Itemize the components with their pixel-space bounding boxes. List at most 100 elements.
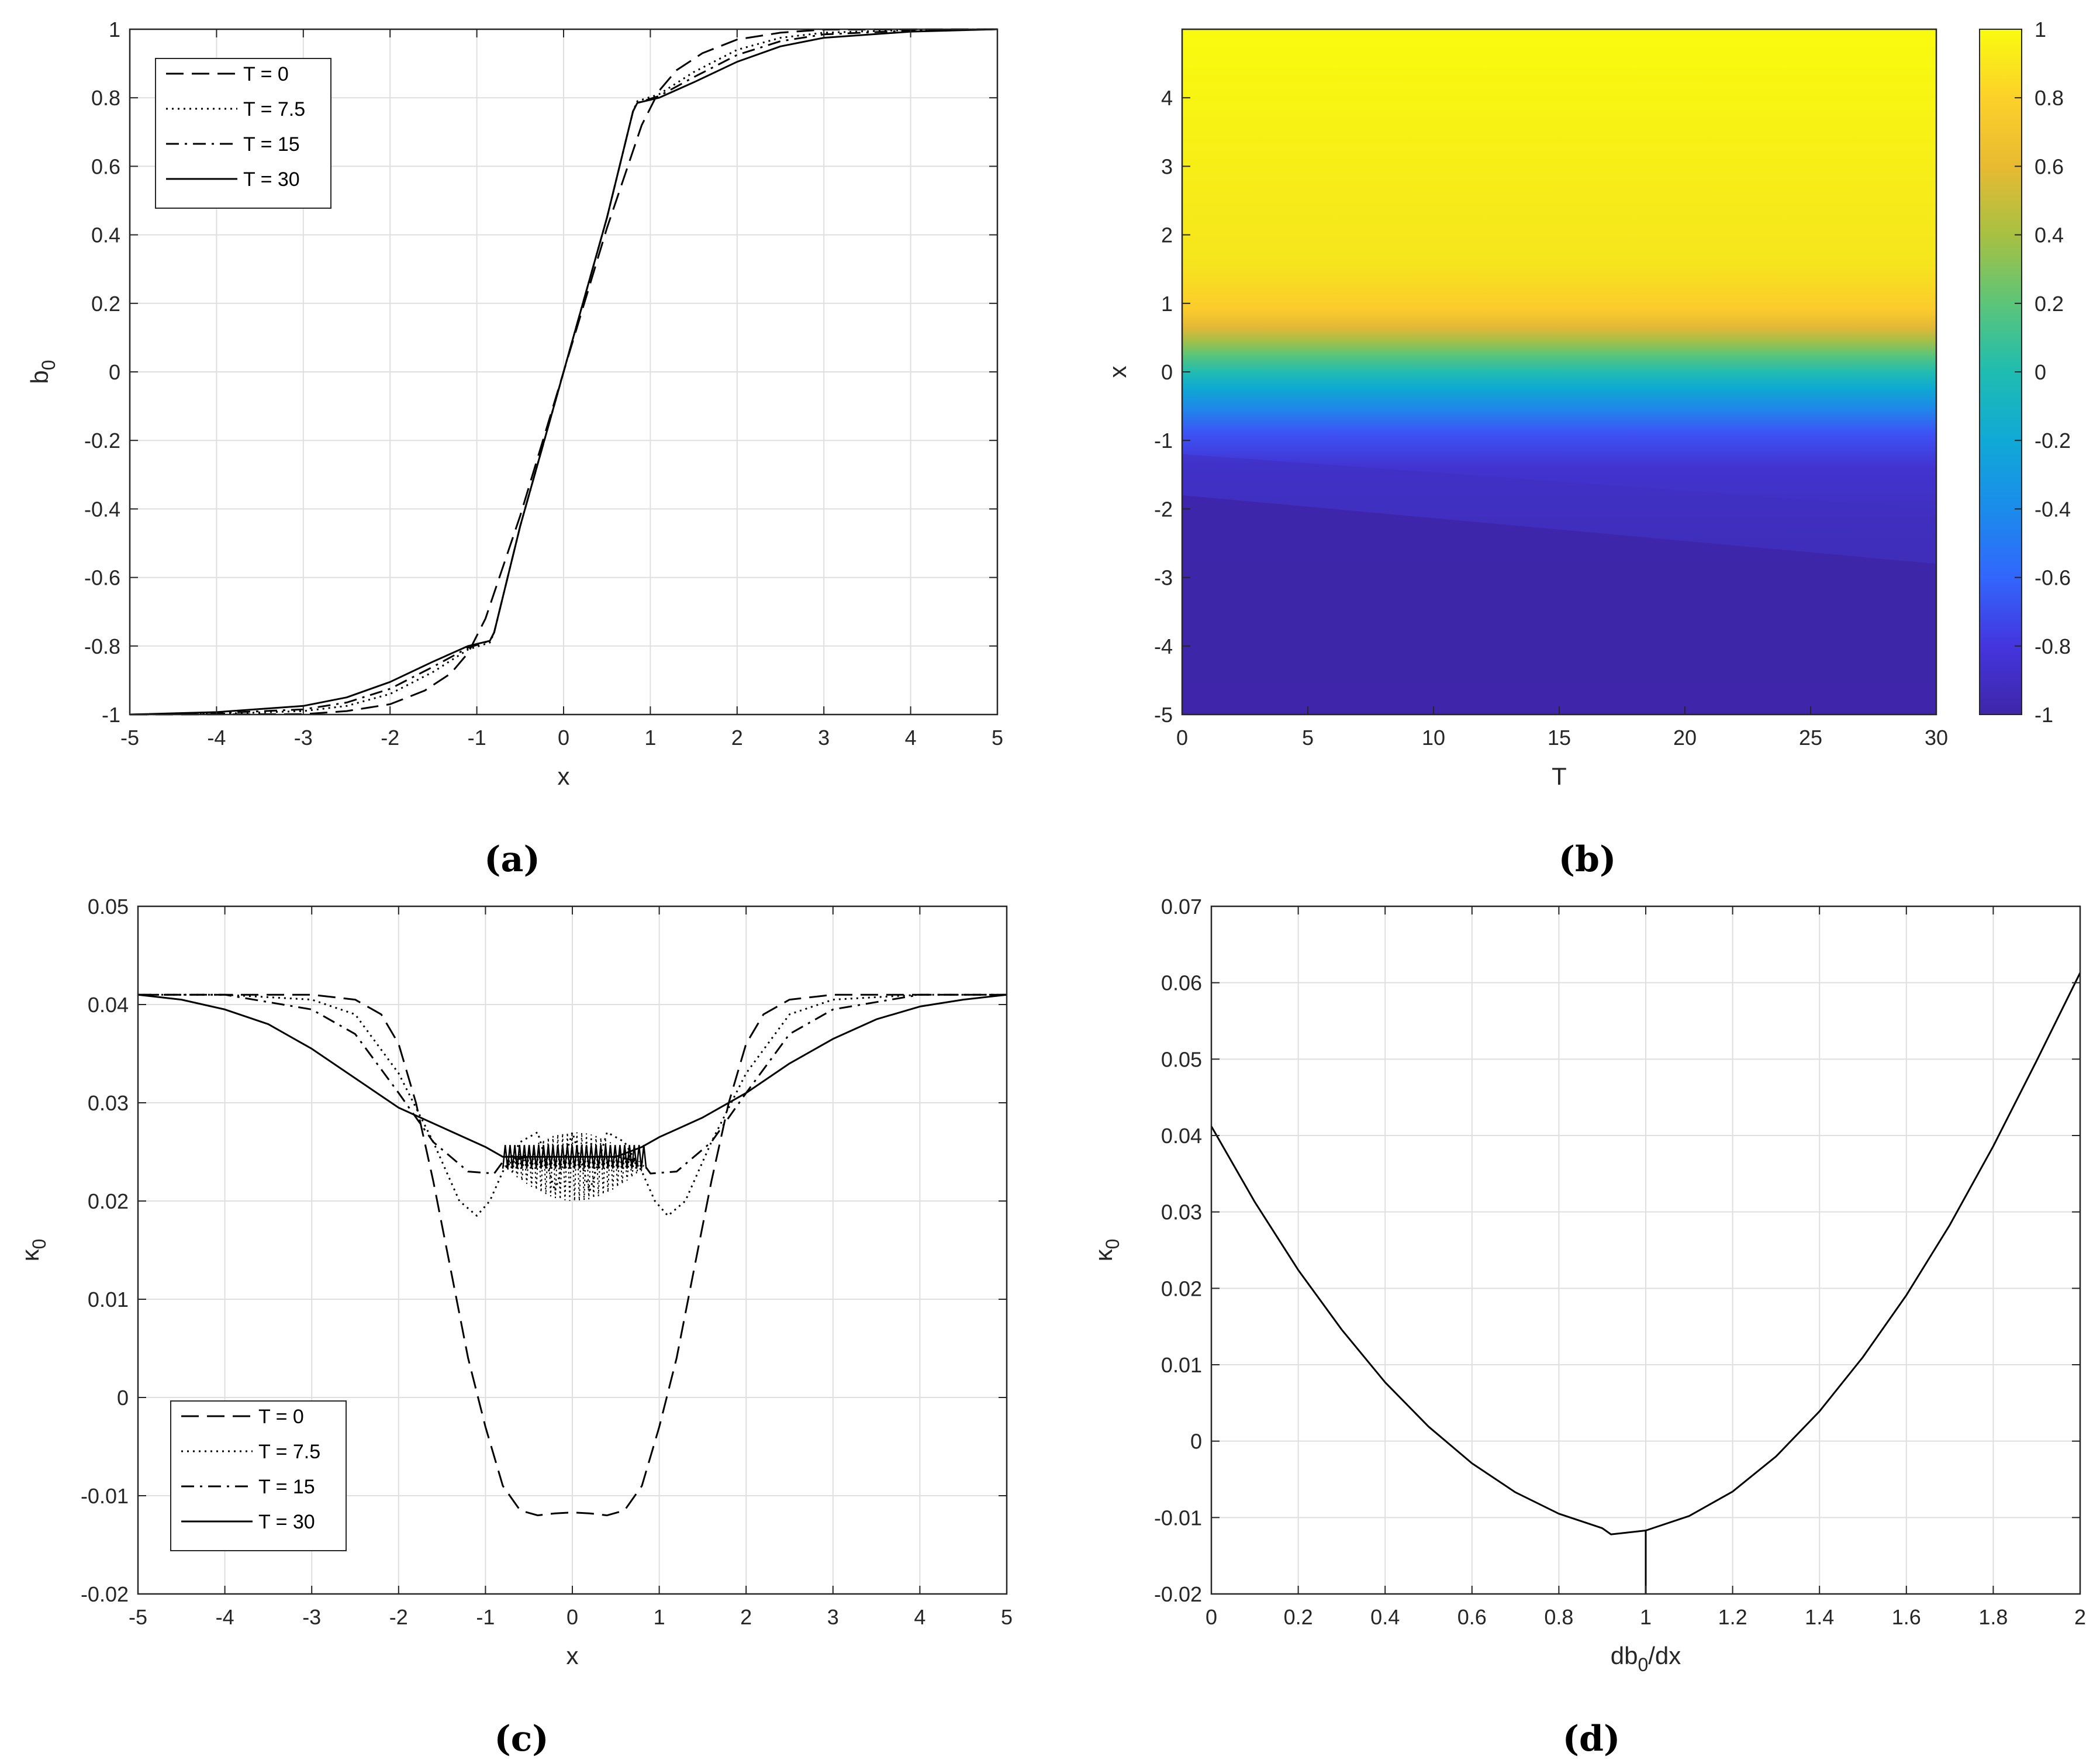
y-axis-label-main: κ <box>1090 1248 1117 1261</box>
colorbar-tick-label-8: 0.6 <box>2035 154 2064 178</box>
y-axis-label: κ0 <box>1090 1239 1123 1262</box>
colorbar-tick-label-10: 1 <box>2035 18 2046 42</box>
legend-entry-1: T = 7.5 <box>243 98 305 120</box>
colorbar-tick-label-1: -0.8 <box>2035 634 2071 658</box>
colorbar-tick-label-6: 0.2 <box>2035 292 2064 316</box>
legend-box <box>170 1400 347 1551</box>
x-tick-label-1: 5 <box>1302 726 1314 750</box>
x-axis-label-main: x <box>558 762 570 790</box>
panel-label-d: (d) <box>1563 1718 1621 1759</box>
x-tick-label-10: 5 <box>1001 1605 1013 1629</box>
x-tick-label-6: 1 <box>654 1605 665 1629</box>
y-tick-label-2: 0 <box>117 1386 129 1410</box>
series-line-t-30 <box>137 993 1007 1158</box>
legend-entry-1: T = 7.5 <box>258 1441 320 1463</box>
panel-a-line-chart: -5 -4 -3 -2 -1 0 1 2 3 4 5 -1 -0.8 -0.6 -0.4 -0.2 0 0.2 0.… <box>26 18 1003 790</box>
y-tick-label-3: -0.4 <box>84 497 120 521</box>
x-tick-label-3: 15 <box>1548 726 1571 750</box>
x-tick-label-2: 10 <box>1422 726 1445 750</box>
x-tick-label-0: 0 <box>1206 1605 1217 1629</box>
y-tick-label-6: 0.2 <box>91 292 120 316</box>
x-axis-label-main: db <box>1611 1642 1638 1669</box>
y-tick-label-3: 0.01 <box>88 1288 129 1312</box>
x-tick-label-1: 0.2 <box>1284 1605 1313 1629</box>
x-axis-label-main: T <box>1552 762 1567 790</box>
x-tick-label-5: 0 <box>558 726 569 750</box>
y-tick-label-9: 4 <box>1161 86 1173 110</box>
y-tick-label-4: -1 <box>1154 429 1173 453</box>
y-tick-label-4: 0.02 <box>1161 1276 1202 1300</box>
panel-label-b: (b) <box>1559 839 1617 880</box>
x-tick-label-3: 0.6 <box>1457 1605 1487 1629</box>
oscillation-t7-5 <box>502 1132 647 1202</box>
y-tick-label-3: 0.01 <box>1161 1353 1202 1377</box>
x-tick-label-3: -2 <box>389 1605 408 1629</box>
colorbar-tick-label-2: -0.6 <box>2035 566 2071 590</box>
y-tick-label-9: 0.8 <box>91 86 120 110</box>
x-tick-label-4: -1 <box>468 726 486 750</box>
y-tick-label-2: 0 <box>1190 1430 1202 1454</box>
x-tick-label-8: 3 <box>818 726 830 750</box>
panel-label-c: (c) <box>494 1718 548 1759</box>
legend-entry-3: T = 30 <box>258 1511 315 1533</box>
x-tick-label-8: 1.6 <box>1892 1605 1921 1629</box>
y-axis-label: b0 <box>26 360 59 384</box>
colorbar-tick-label-7: 0.4 <box>2035 223 2064 247</box>
y-tick-label-6: 0.04 <box>1161 1124 1202 1148</box>
y-axis-label-subscript: 0 <box>38 360 59 370</box>
panel-d-line-chart: 0 0.2 0.4 0.6 0.8 1 1.2 1.4 1.6 1.8 2 -0.02 -0.01 0 0.… <box>1090 895 2086 1675</box>
y-tick-label-9: 0.07 <box>1161 895 1202 919</box>
y-tick-label-7: 0.4 <box>91 223 120 247</box>
y-tick-label-0: -1 <box>102 703 120 727</box>
y-axis-label-main: x <box>1104 366 1131 378</box>
x-tick-label-6: 1 <box>644 726 656 750</box>
y-tick-label-2: -0.6 <box>84 566 120 590</box>
y-tick-label-8: 0.06 <box>1161 971 1202 995</box>
x-axis-label-subscript: 0 <box>1638 1654 1648 1675</box>
oscillation-t30 <box>502 1145 647 1169</box>
x-tick-label-7: 2 <box>740 1605 752 1629</box>
colorbar-tick-label-9: 0.8 <box>2035 86 2064 110</box>
x-tick-label-7: 1.4 <box>1805 1605 1834 1629</box>
x-tick-label-7: 2 <box>731 726 743 750</box>
x-tick-label-2: -3 <box>302 1605 321 1629</box>
x-tick-label-1: -4 <box>216 1605 234 1629</box>
y-axis-label-subscript: 0 <box>1102 1239 1123 1250</box>
heatmap-band <box>1182 454 1936 564</box>
x-tick-label-4: 20 <box>1673 726 1697 750</box>
y-tick-label-1: -0.01 <box>81 1484 129 1508</box>
x-tick-label-0: -5 <box>129 1605 147 1629</box>
series-line--0 <box>1210 972 2081 1535</box>
y-tick-label-7: 0.05 <box>1161 1047 1202 1071</box>
x-tick-label-6: 30 <box>1925 726 1948 750</box>
y-tick-label-5: 0.03 <box>88 1091 129 1115</box>
x-tick-label-2: -3 <box>294 726 313 750</box>
x-tick-label-9: 4 <box>905 726 917 750</box>
y-tick-label-4: 0.02 <box>88 1189 129 1213</box>
y-axis-label: x <box>1104 366 1131 378</box>
x-tick-label-6: 1.2 <box>1718 1605 1747 1629</box>
y-tick-label-1: -4 <box>1154 634 1173 658</box>
y-tick-label-1: -0.01 <box>1154 1506 1202 1530</box>
legend-entry-0: T = 0 <box>258 1406 304 1428</box>
legend-entry-2: T = 15 <box>243 133 300 156</box>
y-tick-label-5: 0 <box>109 360 120 384</box>
colorbar <box>1979 29 2022 715</box>
x-axis-label: x <box>558 762 570 790</box>
y-axis-label: κ0 <box>16 1239 50 1262</box>
x-tick-label-0: -5 <box>120 726 139 750</box>
x-tick-label-0: 0 <box>1176 726 1188 750</box>
series-line-t-30 <box>129 28 998 716</box>
y-tick-label-8: 0.6 <box>91 154 120 178</box>
x-tick-label-9: 4 <box>914 1605 925 1629</box>
x-axis-label-suffix: /dx <box>1648 1642 1681 1669</box>
y-tick-label-0: -5 <box>1154 703 1173 727</box>
y-tick-label-0: -0.02 <box>81 1582 129 1606</box>
heatmap-deep-region <box>1182 495 1936 715</box>
y-axis-label-main: κ <box>16 1248 44 1261</box>
y-tick-label-10: 1 <box>109 18 120 42</box>
x-tick-label-9: 1.8 <box>1978 1605 2008 1629</box>
panel-c-line-chart: -5 -4 -3 -2 -1 0 1 2 3 4 5 -0.02 -0.01 0 0.01 0.02 0.03 0… <box>16 895 1013 1669</box>
colorbar-tick-label-4: -0.2 <box>2035 429 2071 453</box>
